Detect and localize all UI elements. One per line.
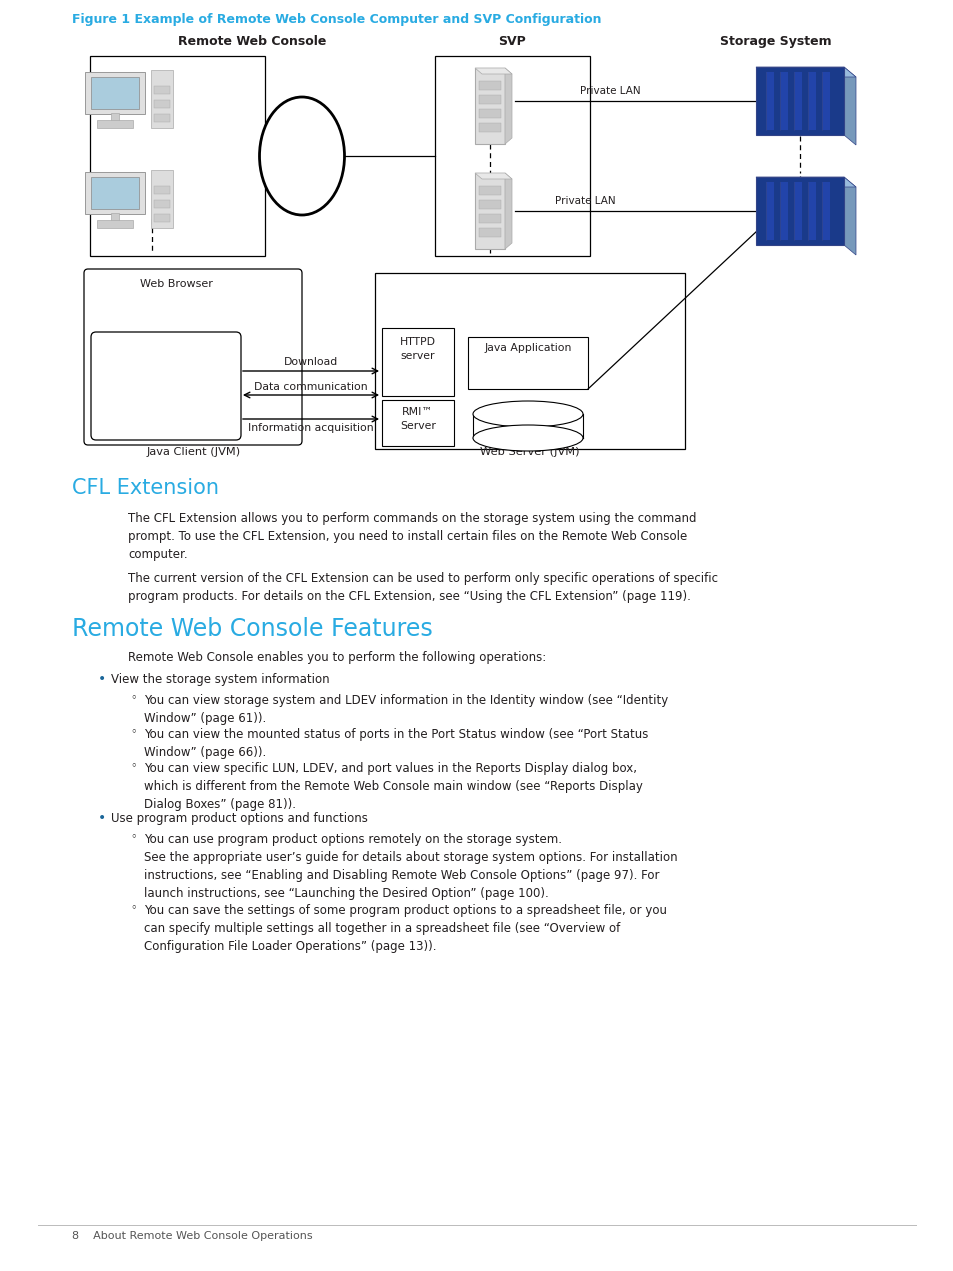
Text: Remote Web Console Features: Remote Web Console Features xyxy=(71,616,433,641)
Text: Java Client (JVM): Java Client (JVM) xyxy=(147,447,241,458)
Polygon shape xyxy=(755,177,855,187)
Text: ◦: ◦ xyxy=(130,902,136,913)
Text: RMI™
Server: RMI™ Server xyxy=(399,407,436,431)
Bar xyxy=(780,72,787,130)
Text: Data communication: Data communication xyxy=(253,383,368,391)
Polygon shape xyxy=(475,173,512,179)
Text: You can view specific LUN, LDEV, and port values in the Reports Display dialog b: You can view specific LUN, LDEV, and por… xyxy=(144,763,642,811)
Text: You can save the settings of some program product options to a spreadsheet file,: You can save the settings of some progra… xyxy=(144,904,666,953)
Text: Storage System: Storage System xyxy=(720,36,831,48)
Bar xyxy=(478,200,500,208)
Text: Information acquisition: Information acquisition xyxy=(248,423,374,433)
Polygon shape xyxy=(475,173,504,249)
Text: You can view the mounted status of ports in the Port Status window (see “Port St: You can view the mounted status of ports… xyxy=(144,728,648,759)
Text: Remote Web Console enables you to perform the following operations:: Remote Web Console enables you to perfor… xyxy=(128,651,546,663)
Bar xyxy=(478,81,500,90)
Bar xyxy=(807,182,815,240)
Bar xyxy=(435,56,589,255)
Bar xyxy=(765,72,773,130)
Text: Web Browser: Web Browser xyxy=(140,280,213,289)
Ellipse shape xyxy=(473,425,582,451)
Bar xyxy=(793,182,801,240)
Polygon shape xyxy=(475,69,512,74)
Bar xyxy=(821,72,829,130)
Text: ◦: ◦ xyxy=(130,833,136,841)
Text: Download: Download xyxy=(284,357,337,367)
Bar xyxy=(478,109,500,118)
Bar xyxy=(780,182,787,240)
Text: Remote Web Console: Remote Web Console xyxy=(178,36,326,48)
Bar xyxy=(807,72,815,130)
Bar xyxy=(793,72,801,130)
Bar xyxy=(381,328,454,397)
Bar xyxy=(97,119,132,128)
Bar xyxy=(151,170,172,228)
Text: The current version of the CFL Extension can be used to perform only specific op: The current version of the CFL Extension… xyxy=(128,572,718,604)
Text: You can view storage system and LDEV information in the Identity window (see “Id: You can view storage system and LDEV inf… xyxy=(144,694,667,726)
Bar xyxy=(755,177,843,245)
Bar xyxy=(151,70,172,128)
Bar xyxy=(153,200,170,208)
Bar xyxy=(153,114,170,122)
Bar xyxy=(153,214,170,222)
Text: Public
LAN: Public LAN xyxy=(284,135,319,164)
Polygon shape xyxy=(504,173,512,249)
Bar xyxy=(478,186,500,194)
Polygon shape xyxy=(504,69,512,144)
Text: ◦: ◦ xyxy=(130,727,136,737)
Ellipse shape xyxy=(259,97,344,215)
Polygon shape xyxy=(843,67,855,145)
Bar xyxy=(755,67,843,135)
Text: ◦: ◦ xyxy=(130,761,136,771)
Bar xyxy=(375,273,684,449)
Text: Private LAN: Private LAN xyxy=(555,196,615,206)
Bar xyxy=(111,214,119,221)
Text: Java Application: Java Application xyxy=(484,343,571,353)
FancyBboxPatch shape xyxy=(84,269,302,445)
Text: •: • xyxy=(98,811,106,825)
Bar xyxy=(473,400,582,438)
Polygon shape xyxy=(843,177,855,255)
Bar xyxy=(468,337,587,389)
FancyBboxPatch shape xyxy=(91,332,241,440)
Polygon shape xyxy=(755,67,855,78)
Bar xyxy=(91,177,139,208)
Text: You can use program product options remotely on the storage system.: You can use program product options remo… xyxy=(144,833,561,846)
Text: 8    About Remote Web Console Operations: 8 About Remote Web Console Operations xyxy=(71,1232,313,1240)
Text: Configuration
information: Configuration information xyxy=(492,409,563,432)
Bar xyxy=(478,214,500,222)
Text: The CFL Extension allows you to perform commands on the storage system using the: The CFL Extension allows you to perform … xyxy=(128,512,696,562)
Bar xyxy=(153,86,170,94)
Bar xyxy=(153,186,170,194)
Text: ◦: ◦ xyxy=(130,693,136,703)
Text: View the storage system information: View the storage system information xyxy=(111,674,330,686)
Text: •: • xyxy=(98,672,106,686)
Text: Private LAN: Private LAN xyxy=(579,86,640,97)
Text: CFL Extension: CFL Extension xyxy=(71,478,219,498)
Text: Web Server (JVM): Web Server (JVM) xyxy=(479,447,579,458)
Ellipse shape xyxy=(473,400,582,427)
Bar xyxy=(91,78,139,109)
Text: Java Application
program is
running.: Java Application program is running. xyxy=(121,355,211,393)
Bar xyxy=(90,56,265,255)
Text: Figure 1 Example of Remote Web Console Computer and SVP Configuration: Figure 1 Example of Remote Web Console C… xyxy=(71,13,601,25)
Bar xyxy=(85,72,145,114)
Text: HTTPD
server: HTTPD server xyxy=(399,337,436,361)
Bar xyxy=(111,113,119,121)
Bar xyxy=(821,182,829,240)
Text: Use program product options and functions: Use program product options and function… xyxy=(111,812,368,825)
Bar xyxy=(478,95,500,104)
Polygon shape xyxy=(475,69,504,144)
Bar xyxy=(97,220,132,228)
Bar xyxy=(381,400,454,446)
Text: SVP: SVP xyxy=(497,36,525,48)
Bar xyxy=(478,228,500,236)
Bar xyxy=(153,100,170,108)
Bar xyxy=(85,172,145,214)
Text: See the appropriate user’s guide for details about storage system options. For i: See the appropriate user’s guide for det… xyxy=(144,852,677,900)
Bar xyxy=(478,123,500,132)
Bar xyxy=(765,182,773,240)
